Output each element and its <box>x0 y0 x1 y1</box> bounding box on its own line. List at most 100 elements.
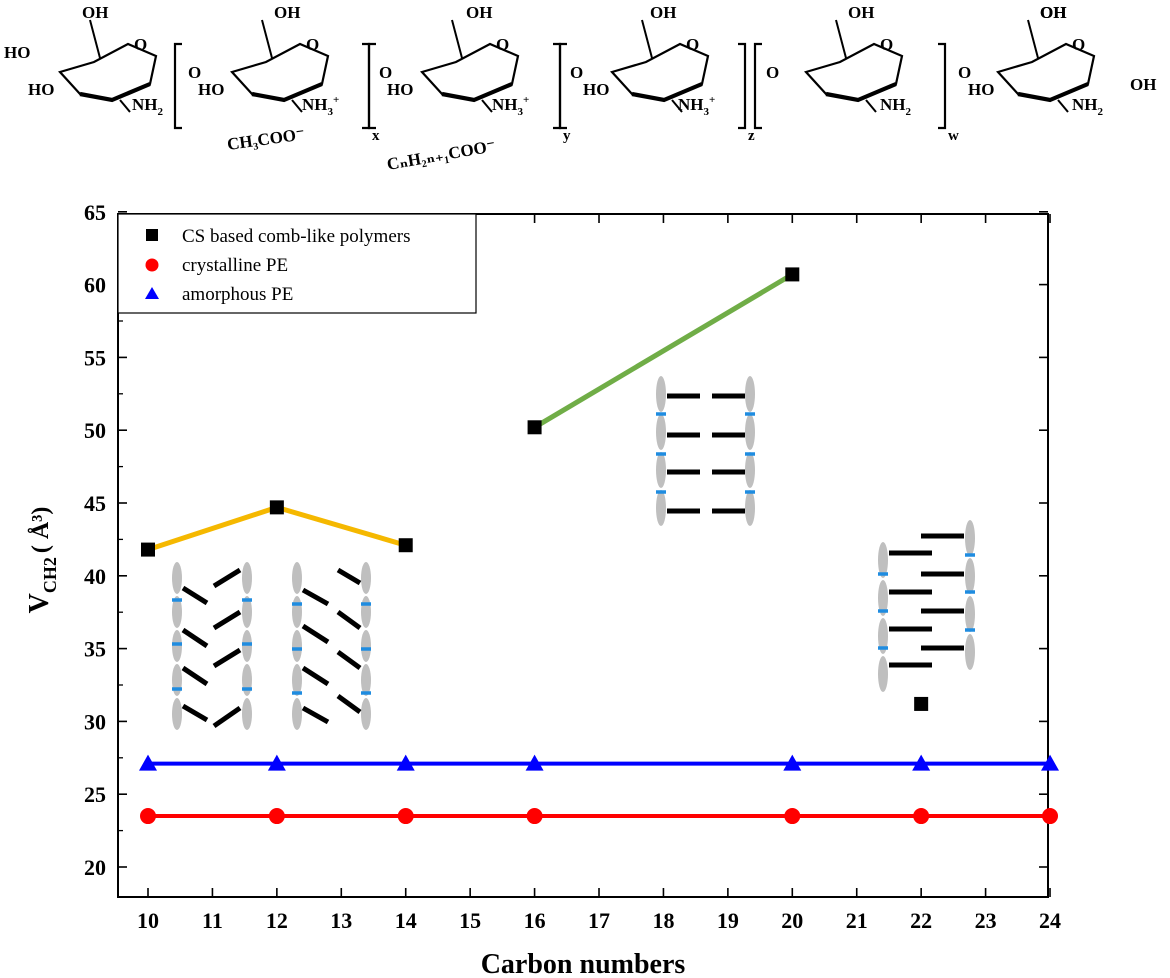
bracket-w-open <box>753 42 762 130</box>
x-tick-label: 16 <box>524 908 546 933</box>
side-chain <box>181 585 209 606</box>
backbone-unit <box>292 698 302 730</box>
oh-label: OH <box>1040 3 1066 22</box>
x-tick-label: 21 <box>846 908 868 933</box>
backbone-unit <box>965 634 975 670</box>
bracket-x-open <box>173 42 182 130</box>
subscript-y: y <box>563 128 571 144</box>
circle-marker <box>526 808 543 825</box>
square-marker <box>785 267 800 282</box>
ring-front-edge <box>631 82 703 103</box>
oh-label: OH <box>82 3 108 22</box>
nh3-label: NH3+ <box>492 94 529 118</box>
oh-label: HO <box>968 80 994 99</box>
backbone-unit <box>745 452 755 488</box>
oh-label: OH <box>274 3 300 22</box>
ring-oxygen: O <box>306 35 319 54</box>
side-chain <box>336 649 362 671</box>
y-tick-label: 45 <box>84 491 106 516</box>
x-tick-label: 13 <box>330 908 352 933</box>
side-chain <box>181 703 209 723</box>
backbone-unit <box>172 562 182 594</box>
ring-front-edge <box>825 82 897 103</box>
backbone-unit <box>292 596 302 628</box>
x-tick-label: 24 <box>1039 908 1061 933</box>
backbone-unit <box>361 562 371 594</box>
circle-marker <box>1042 808 1059 825</box>
x-tick-label: 18 <box>652 908 674 933</box>
oh-label: HO <box>4 43 30 62</box>
backbone-unit <box>172 630 182 662</box>
backbone-unit <box>292 562 302 594</box>
nh2-label: NH2 <box>1072 95 1104 118</box>
y-tick-label: 50 <box>84 418 106 443</box>
backbone-unit <box>745 376 755 412</box>
subscript-w: w <box>948 128 959 144</box>
backbone-unit <box>172 596 182 628</box>
side-chain <box>181 665 209 687</box>
ring-front-edge <box>441 82 513 103</box>
acetate-counterion: CH₃COO⁻ <box>226 124 306 154</box>
triangle-marker <box>139 754 157 771</box>
legend-box <box>117 213 477 314</box>
triangle-marker <box>525 754 544 771</box>
link-oxygen: O <box>188 63 201 82</box>
side-chain <box>181 627 209 649</box>
circle-marker <box>784 808 801 825</box>
y-tick-label: 35 <box>84 637 106 662</box>
bracket-w-close <box>938 42 947 130</box>
subscript-z: z <box>748 128 755 144</box>
triangle-marker <box>912 754 931 771</box>
bracket-z-open <box>558 42 567 130</box>
backbone-unit <box>361 664 371 696</box>
oh-label: HO <box>387 80 413 99</box>
legend-marker-circle <box>145 258 159 272</box>
triangle-marker <box>783 754 802 771</box>
ring-ch2-bond <box>451 19 463 59</box>
structure-labels: OH HO HO OH OH HO OH HO OH OH HO OH OH H… <box>4 3 1156 174</box>
subscript-x: x <box>372 128 380 144</box>
legend-label-amorphous: amorphous PE <box>182 284 293 305</box>
nh2-label: NH2 <box>880 95 912 118</box>
backbone-unit <box>242 698 252 730</box>
x-tick-label: 12 <box>266 908 288 933</box>
ring-ch2-bond <box>1027 19 1039 59</box>
data-markers <box>139 267 1060 825</box>
backbone-unit <box>361 630 371 662</box>
y-tick-label: 20 <box>84 855 106 880</box>
side-chain <box>336 693 362 715</box>
legend-marker-triangle <box>145 287 159 299</box>
ring-n-bond <box>119 99 131 113</box>
x-tick-label: 17 <box>588 908 610 933</box>
nh3-label: NH3+ <box>678 94 715 118</box>
square-marker <box>914 696 929 711</box>
side-chain <box>336 609 362 631</box>
legend-label-comb: CS based comb-like polymers <box>182 226 411 247</box>
chemical-structure <box>173 42 947 130</box>
backbone-unit <box>292 664 302 696</box>
glucosamine-rings: O O O O O O <box>58 19 1096 113</box>
y-tick-label: 25 <box>84 782 106 807</box>
triangle-marker <box>267 754 286 771</box>
legend-label-crystalline: crystalline PE <box>182 255 288 276</box>
ring-oxygen: O <box>134 35 147 54</box>
backbone-unit <box>242 596 252 628</box>
link-oxygen: O <box>766 63 779 82</box>
backbone-unit <box>878 542 888 578</box>
ring-ch2-bond <box>835 19 847 59</box>
backbone-unit <box>878 580 888 616</box>
side-chain <box>212 609 242 631</box>
ring-front-edge <box>1017 82 1089 103</box>
backbone-unit <box>292 630 302 662</box>
backbone-unit <box>965 558 975 594</box>
backbone-unit <box>361 698 371 730</box>
circle-marker <box>140 808 156 825</box>
triangle-marker <box>396 754 415 771</box>
x-tick-label: 20 <box>781 908 803 933</box>
backbone-unit <box>172 664 182 696</box>
side-chain <box>301 705 330 725</box>
ring-ch2-bond <box>89 19 101 59</box>
ring-n-bond <box>671 99 683 113</box>
y-axis-title-unit: ( Å³) <box>28 507 54 554</box>
nh2-label: NH2 <box>132 95 164 118</box>
